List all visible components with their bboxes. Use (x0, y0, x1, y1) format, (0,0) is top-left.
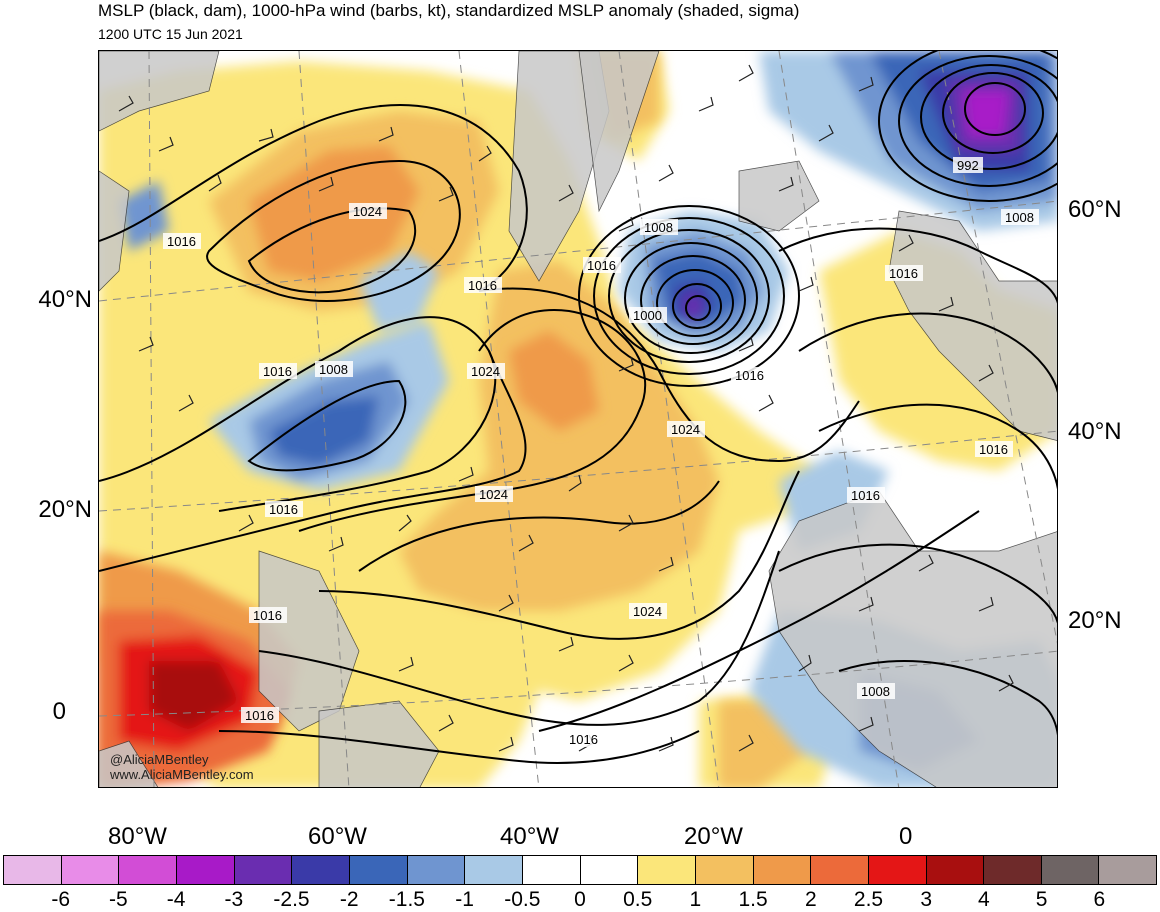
isobar-label-1024: 1024 (671, 422, 700, 437)
credit-handle: @AliciaMBentley (110, 752, 209, 767)
colorbar-swatch (465, 856, 523, 884)
colorbar-swatch (61, 856, 120, 884)
lat-label-right-20n: 20°N (1068, 607, 1122, 634)
colorbar-swatch (811, 856, 869, 884)
colorbar-swatch (868, 856, 927, 884)
isobar-label-1016: 1016 (889, 266, 918, 281)
colorbar-swatch (349, 856, 408, 884)
anomaly-colorbar (3, 855, 1157, 885)
isobar-labels: 1016 1024 1016 1008 1016 1024 1008 1000 … (163, 157, 1039, 747)
colorbar-tick-label: 2.5 (853, 888, 884, 911)
colorbar-tick-label: -6 (51, 888, 71, 911)
colorbar-tick-label: -2.5 (273, 888, 310, 911)
colorbar-tick-label: 0 (574, 888, 586, 911)
colorbar-tick-label: 5 (1035, 888, 1048, 911)
lon-label-20w: 20°W (684, 823, 743, 850)
colorbar-swatch (292, 856, 350, 884)
colorbar-tick-label: 3 (920, 888, 933, 911)
anomaly-positive-extreme (99, 611, 289, 787)
isobar-label-1024: 1024 (353, 204, 382, 219)
colorbar-tick-label: 2 (804, 888, 817, 911)
colorbar-tick-label: 1.5 (738, 888, 768, 911)
colorbar-tick-label: 1 (689, 888, 702, 911)
colorbar-swatch (984, 856, 1042, 884)
colorbar-tick-label: -5 (109, 888, 128, 911)
weather-map: 1016 1024 1016 1008 1016 1024 1008 1000 … (98, 50, 1058, 788)
isobar-label-1008: 1008 (319, 362, 348, 377)
colorbar-tick-label: -0.5 (504, 888, 541, 911)
lon-label-40w: 40°W (500, 823, 559, 850)
colorbar-tick-label: -1 (455, 888, 474, 911)
colorbar-tick-label: -3 (224, 888, 244, 911)
isobar-label-1016: 1016 (587, 258, 616, 273)
isobar-label-1024: 1024 (633, 604, 662, 619)
lon-label-80w: 80°W (108, 823, 167, 850)
colorbar-swatch (234, 856, 293, 884)
lat-label-right-40n: 40°N (1068, 418, 1122, 445)
lat-label-right-60n: 60°N (1068, 196, 1122, 223)
isobar-label-1024: 1024 (471, 364, 500, 379)
colorbar-tick-label: 6 (1093, 888, 1106, 911)
isobar-label-1008: 1008 (1005, 210, 1034, 225)
colorbar-tick-label: -2 (339, 888, 359, 911)
isobar-label-1016: 1016 (569, 732, 598, 747)
isobar-label-1016: 1016 (735, 368, 764, 383)
isobar-label-1016: 1016 (269, 502, 298, 517)
colorbar-swatch (176, 856, 235, 884)
colorbar-swatch (119, 856, 177, 884)
isobar-label-1008: 1008 (644, 220, 673, 235)
isobar-label-1016: 1016 (263, 364, 292, 379)
land-areas (99, 51, 1057, 787)
colorbar-swatch (580, 856, 639, 884)
valid-time: 1200 UTC 15 Jun 2021 (98, 26, 243, 42)
lat-label-left-0: 0 (52, 698, 66, 725)
colorbar-tick-label: 0.5 (623, 888, 653, 911)
colorbar-swatch (1099, 856, 1157, 884)
colorbar-tick-labels: -6 -5 -4 -3 -2.5 -2 -1.5 -1 -0.5 0 0.5 1 1.5 2 2.5 3 4 5 6 (3, 888, 1157, 912)
map-title: MSLP (black, dam), 1000-hPa wind (barbs,… (98, 1, 800, 20)
colorbar-swatch (4, 856, 62, 884)
isobar-label-1016: 1016 (167, 234, 196, 249)
colorbar-swatch (407, 856, 466, 884)
colorbar-swatch (695, 856, 754, 884)
wind-barbs (118, 64, 1014, 752)
isobar-label-1016: 1016 (253, 608, 282, 623)
isobar-label-992: 992 (957, 158, 979, 173)
isobar-label-1024: 1024 (479, 487, 508, 502)
colorbar-swatch (638, 856, 696, 884)
lat-label-left-40n: 40°N (38, 286, 92, 313)
credit-url: www.AliciaMBentley.com (110, 767, 254, 782)
colorbar-tick-label: -1.5 (388, 888, 425, 911)
isobar-label-1000: 1000 (633, 308, 662, 323)
isobar-label-1016: 1016 (468, 278, 497, 293)
colorbar-swatch (1041, 856, 1100, 884)
colorbar-swatch (522, 856, 581, 884)
colorbar-tick-label: 4 (978, 888, 990, 911)
colorbar-swatch (926, 856, 985, 884)
isobar-label-1016: 1016 (245, 708, 274, 723)
map-canvas: 1016 1024 1016 1008 1016 1024 1008 1000 … (99, 51, 1057, 787)
colorbar-swatch (753, 856, 812, 884)
lon-label-60w: 60°W (308, 823, 367, 850)
isobar-label-1008: 1008 (861, 684, 890, 699)
lat-label-left-20n: 20°N (38, 496, 92, 523)
lon-label-0: 0 (899, 823, 913, 850)
isobar-label-1016: 1016 (979, 442, 1008, 457)
isobar-label-1016: 1016 (851, 488, 880, 503)
colorbar-tick-label: -4 (166, 888, 186, 911)
